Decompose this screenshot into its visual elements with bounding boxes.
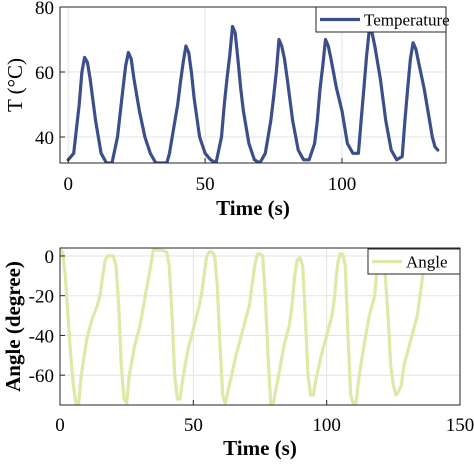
y-tick-label: 40 [35,128,54,149]
y-axis-label: T (°C) [3,58,27,112]
x-axis-label: Time (s) [223,436,297,460]
series-line-temperature [66,24,440,163]
legend-label: Angle [406,253,448,272]
x-tick-label: 50 [184,415,203,436]
angle-chart: 0 50 100 150 0 -20 -40 -60 Time (s) Angle (degree… [1,247,474,460]
y-tick-label: 80 [35,0,54,19]
legend: Temperature [315,6,450,33]
temperature-chart: 0 50 100 40 60 80 Time (s) T (°C) Temperature [3,0,450,220]
x-tick-label: 0 [63,174,73,195]
axes-box [59,6,447,164]
y-tick-label: 60 [35,63,54,84]
y-axis-label: Angle (degree) [1,261,25,392]
y-tick-label: -40 [29,326,54,347]
series-line-angle [60,248,427,405]
x-tick-label: 100 [328,174,357,195]
legend-label: Temperature [364,11,450,30]
x-axis-label: Time (s) [216,196,290,220]
axes-box [59,247,461,406]
y-tick-label: -60 [29,366,54,387]
y-tick-label: 0 [45,247,55,268]
legend-box [367,248,461,275]
x-tick-label: 100 [312,415,341,436]
x-tick-label: 0 [55,415,65,436]
x-tick-label: 150 [446,415,474,436]
x-tick-label: 50 [196,174,215,195]
y-tick-label: -20 [29,287,54,308]
legend: Angle [367,248,461,275]
